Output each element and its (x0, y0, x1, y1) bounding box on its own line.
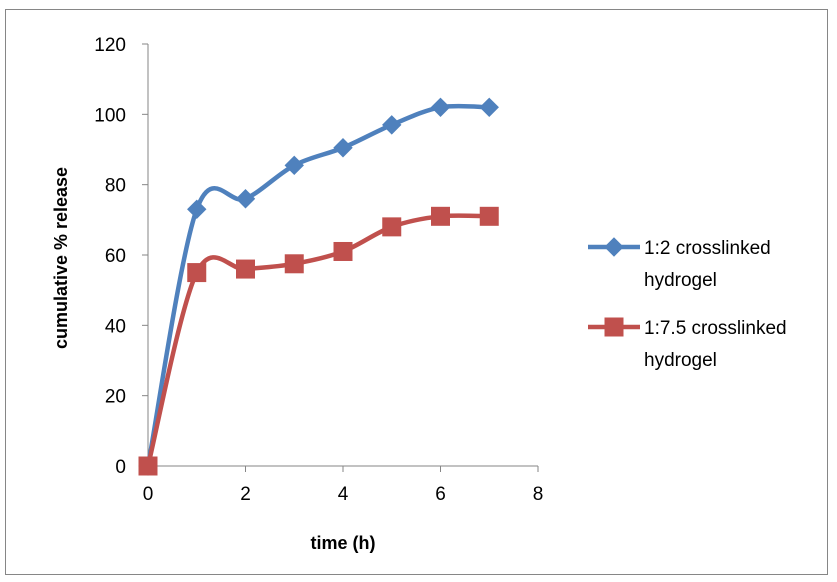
series-1-point (333, 138, 353, 158)
y-tick-label: 100 (94, 105, 126, 126)
series-2 (138, 206, 499, 476)
series-1-point (235, 189, 256, 209)
y-tick-label: 80 (105, 176, 126, 197)
series-1-point (187, 199, 207, 219)
legend-label-line: 1:2 crosslinked (644, 238, 771, 259)
x-tick-label: 4 (338, 484, 349, 505)
x-tick-label: 8 (533, 484, 544, 505)
series-2-point (479, 206, 499, 226)
series-2-point (138, 456, 158, 476)
y-tick-label: 120 (94, 35, 126, 56)
x-tick-label: 2 (240, 484, 251, 505)
legend-entry-2: 1:7.5 crosslinked hydrogel (588, 317, 787, 371)
series-2-point (382, 217, 402, 237)
x-tick-label: 6 (435, 484, 446, 505)
legend-swatch-marker (604, 237, 624, 257)
series-2-point (236, 259, 255, 279)
y-tick-label: 20 (105, 387, 126, 408)
legend-entry-1: 1:2 crosslinked hydrogel (588, 237, 771, 291)
series-1-point (479, 97, 499, 118)
series-1-point (382, 115, 402, 135)
legend-label-line: 1:7.5 crosslinked (644, 318, 787, 339)
series-2-line (145, 213, 492, 469)
x-axis-title: time (h) (311, 533, 376, 553)
series-2-point (187, 263, 207, 283)
legend-label-line: hydrogel (644, 350, 717, 371)
y-axis: 0 20 40 60 80 100 120 (94, 35, 149, 478)
series-layer (138, 97, 499, 476)
series-1-point (430, 97, 451, 118)
series-1 (138, 97, 499, 476)
series-2-point (431, 206, 450, 226)
y-tick-label: 40 (105, 316, 126, 337)
series-1-point (284, 155, 304, 176)
y-axis-title: cumulative % release (51, 167, 71, 349)
y-tick-label: 0 (115, 457, 126, 478)
series-2-point (284, 254, 304, 274)
x-tick-label: 0 (143, 484, 154, 505)
x-axis: 0 2 4 6 8 (143, 465, 544, 505)
chart-frame (5, 9, 828, 575)
series-1-line (145, 103, 492, 469)
legend-swatch-marker (604, 317, 624, 337)
y-tick-label: 60 (105, 246, 126, 267)
legend-label-line: hydrogel (644, 270, 717, 291)
series-2-point (333, 241, 353, 261)
